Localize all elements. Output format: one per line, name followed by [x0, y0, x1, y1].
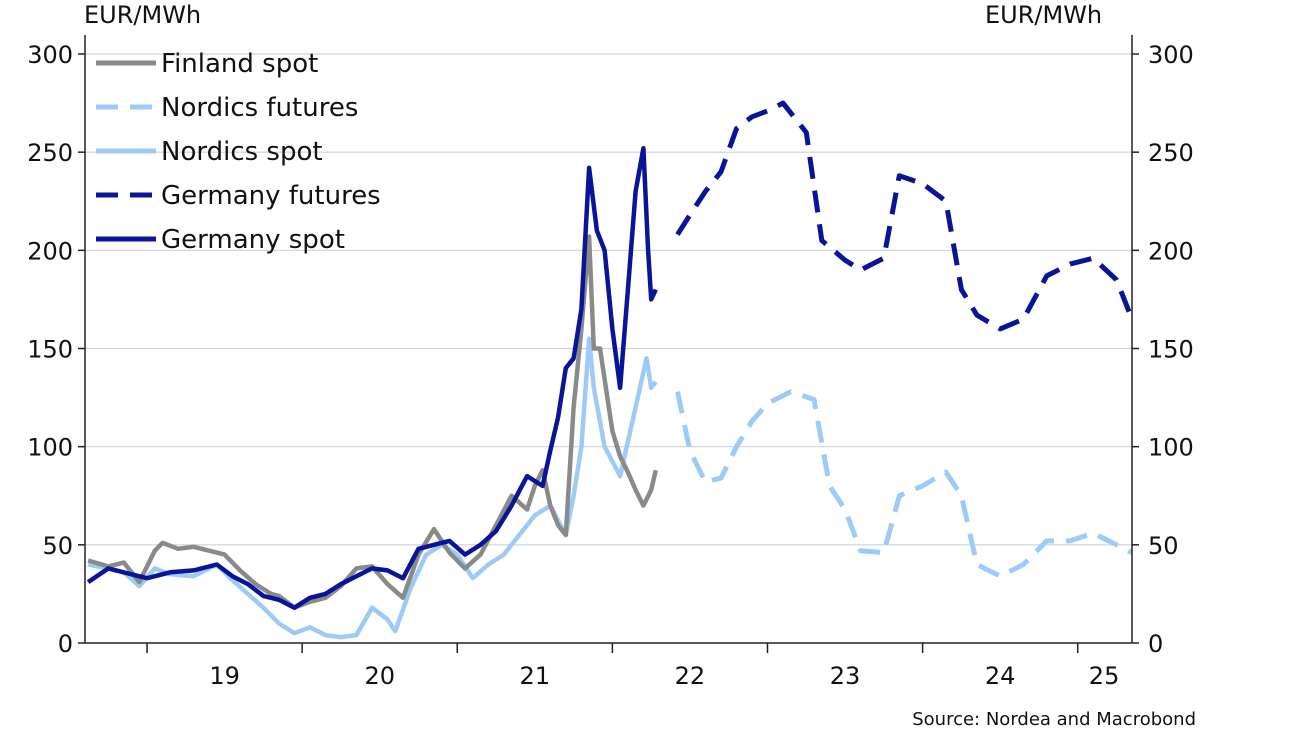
legend-label: Germany spot [161, 225, 345, 255]
y-tick-label-right: 300 [1148, 41, 1194, 69]
y-tick-label-right: 150 [1148, 336, 1194, 364]
x-tick-label: 25 [1089, 662, 1120, 690]
y-tick-label-left: 300 [27, 41, 73, 69]
x-tick-label: 21 [520, 662, 551, 690]
x-tick-label: 19 [209, 662, 240, 690]
series-layer [86, 100, 1135, 640]
series-line-nordics-futures [675, 389, 1134, 579]
series-line-germany-spot [86, 145, 658, 610]
x-tick-label: 23 [830, 662, 861, 690]
x-tick-label: 22 [675, 662, 706, 690]
y-tick-label-right: 100 [1148, 434, 1194, 462]
ticks: 0 0 50 50 100 100 150 150 200 200 250 250 300 300 19 20… [27, 41, 1194, 690]
x-tick-label: 20 [364, 662, 395, 690]
y-tick-label-left: 50 [42, 532, 73, 560]
legend: Finland spot Nordics futures Nordics spot G… [96, 49, 381, 255]
y-axis-unit-left: EUR/MWh [84, 1, 201, 29]
axes [84, 35, 1133, 644]
y-axis-unit-right: EUR/MWh [985, 1, 1102, 29]
x-tick-label: 24 [985, 662, 1016, 690]
legend-label: Nordics spot [161, 137, 323, 167]
series-line-finland-spot [87, 234, 658, 610]
source-note: Source: Nordea and Macrobond [912, 709, 1196, 730]
y-tick-label-right: 250 [1148, 139, 1194, 167]
y-tick-label-left: 100 [27, 434, 73, 462]
gridlines [85, 53, 1132, 546]
y-tick-label-right: 0 [1148, 630, 1163, 658]
y-tick-label-left: 250 [27, 139, 73, 167]
legend-label: Finland spot [161, 49, 318, 79]
legend-label: Germany futures [161, 181, 381, 211]
legend-label: Nordics futures [161, 93, 358, 123]
y-tick-label-right: 200 [1148, 237, 1194, 265]
y-tick-label-left: 0 [58, 630, 73, 658]
y-tick-label-right: 50 [1148, 532, 1179, 560]
series-line-germany-futures [675, 100, 1135, 332]
y-tick-label-left: 150 [27, 336, 73, 364]
y-tick-label-left: 200 [27, 237, 73, 265]
